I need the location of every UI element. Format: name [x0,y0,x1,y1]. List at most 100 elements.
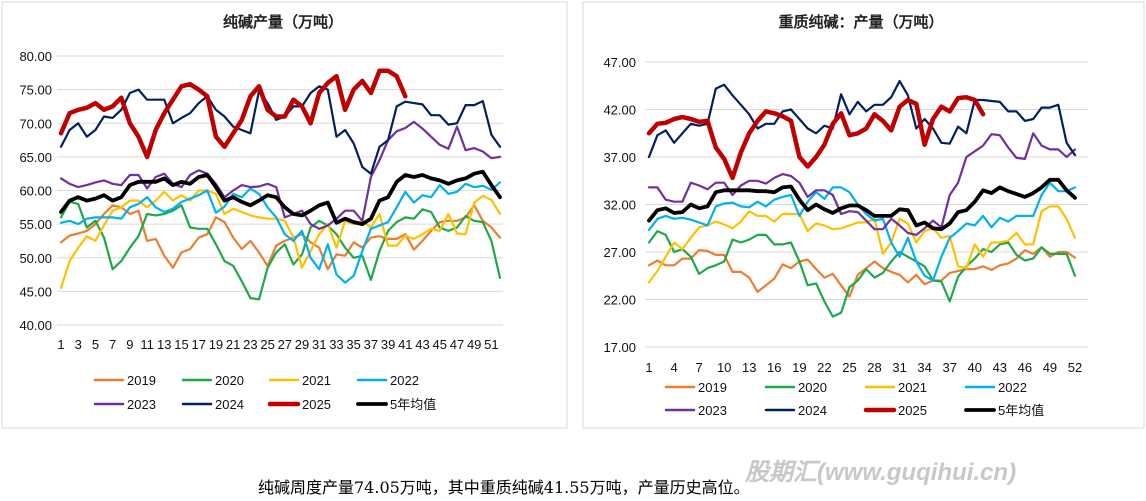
x-tick-label: 7 [109,337,116,352]
legend-item: 2019 [664,380,727,395]
x-tick-label: 43 [415,337,429,352]
x-tick-label: 31 [892,360,906,375]
x-tick-label: 52 [1068,360,1082,375]
legend-item: 2021 [268,373,331,388]
y-tick-label: 70.00 [19,116,52,131]
series-line-2019 [647,246,1077,298]
chart-1: 纯碱产量（万吨） 40.00 45.00 50.00 55.00 60.00 65.00 70… [1,1,568,429]
x-tick-label: 25 [260,337,274,352]
caption: 纯碱周度产量74.05万吨，其中重质纯碱41.55万吨，产量历史高位。 [258,478,750,497]
chart-title: 重质纯碱：产量（万吨） [778,13,943,31]
x-tick-label: 16 [767,360,781,375]
series-line-2024 [647,79,1077,159]
legend-item: 2022 [964,380,1027,395]
series-line-2025 [646,94,986,181]
legend-label: 2022 [998,380,1027,395]
x-tick-label: 22 [817,360,831,375]
legend-item: 2023 [93,397,156,412]
legend-item: 2024 [181,397,244,412]
legend-label: 5年均值 [390,397,436,412]
y-tick-label: 37.00 [603,150,636,165]
series-line-2019 [59,204,502,271]
legend-label: 2019 [698,380,727,395]
x-tick-label: 46 [1018,360,1032,375]
series-line-2025 [58,68,408,160]
x-tick-label: 47 [450,337,464,352]
legend-label: 2021 [302,373,331,388]
x-tick-label: 40 [968,360,982,375]
x-tick-label: 10 [717,360,731,375]
x-tick-label: 5 [92,337,99,352]
y-tick-label: 22.00 [603,293,636,308]
x-tick-label: 19 [792,360,806,375]
legend-label: 2019 [127,373,156,388]
y-tick-label: 80.00 [19,49,52,64]
y-tick-label: 55.00 [19,217,52,232]
legend-item: 2021 [864,380,927,395]
y-tick-label: 40.00 [19,318,52,333]
x-tick-label: 1 [645,360,652,375]
series-line-5年均值 [647,177,1077,232]
x-tick-label: 43 [993,360,1007,375]
chart-title: 纯碱产量（万吨） [223,13,343,31]
x-tick-label: 41 [398,337,412,352]
legend-label: 2025 [898,403,927,418]
legend-item: 2025 [267,397,331,412]
x-tick-label: 27 [278,337,292,352]
x-tick-label: 49 [467,337,481,352]
x-tick-label: 33 [329,337,343,352]
legend-item: 5年均值 [964,403,1044,418]
legend-label: 2020 [798,380,827,395]
legend-label: 5年均值 [998,403,1044,418]
chart-frame [582,1,1145,429]
series-line-2020 [59,200,502,301]
x-tick-label: 37 [364,337,378,352]
x-tick-label: 7 [696,360,703,375]
legend-item: 2025 [863,403,927,418]
x-tick-label: 35 [346,337,360,352]
x-tick-label: 13 [742,360,756,375]
x-tick-label: 51 [484,337,498,352]
x-tick-label: 31 [312,337,326,352]
y-tick-label: 17.00 [603,340,636,355]
chart-2: 重质纯碱：产量（万吨） 17.00 22.00 27.00 32.00 37.00 42.0… [582,1,1145,429]
x-tick-label: 34 [917,360,931,375]
series-line-2023 [647,132,1077,236]
y-tick-label: 45.00 [19,284,52,299]
x-tick-label: 19 [209,337,223,352]
x-tick-label: 17 [191,337,205,352]
x-tick-label: 15 [174,337,188,352]
legend-item: 2023 [664,403,727,418]
x-tick-label: 23 [243,337,257,352]
legend-label: 2023 [698,403,727,418]
series-line-2021 [647,205,1077,284]
legend-item: 2019 [93,373,156,388]
series-line-5年均值 [59,169,502,227]
series-line-2020 [647,230,1077,318]
x-tick-label: 28 [867,360,881,375]
y-tick-label: 65.00 [19,150,52,165]
x-tick-label: 4 [670,360,677,375]
x-tick-label: 49 [1043,360,1057,375]
legend-label: 2021 [898,380,927,395]
legend-label: 2025 [302,397,331,412]
x-tick-label: 29 [295,337,309,352]
legend-label: 2020 [215,373,244,388]
legend-label: 2022 [390,373,419,388]
legend-item: 2024 [764,403,827,418]
series-line-2021 [59,189,502,290]
y-tick-label: 42.00 [603,103,636,118]
y-tick-label: 50.00 [19,251,52,266]
y-tick-label: 47.00 [603,55,636,70]
x-tick-label: 25 [842,360,856,375]
x-tick-label: 45 [433,337,447,352]
series-line-2022 [59,181,502,284]
y-tick-label: 75.00 [19,83,52,98]
legend-item: 2020 [181,373,244,388]
legend-item: 2020 [764,380,827,395]
x-tick-label: 21 [226,337,240,352]
watermark: 股期汇(www.guqihui.cn) [745,459,1017,486]
x-tick-label: 11 [140,337,154,352]
x-tick-label: 3 [75,337,82,352]
legend-item: 2022 [356,373,419,388]
